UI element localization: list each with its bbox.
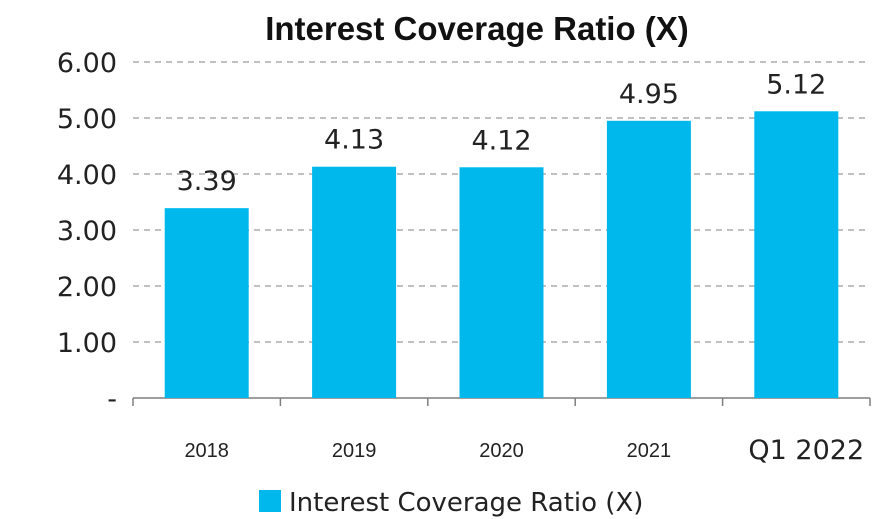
- bar-2020: [459, 167, 544, 398]
- x-tick-label: 2018: [184, 440, 229, 462]
- data-label: 4.12: [471, 125, 531, 156]
- data-label: 4.13: [324, 125, 384, 156]
- x-tick-label: 2020: [479, 440, 524, 462]
- y-tick-label: 3.00: [57, 216, 117, 247]
- data-label: 3.39: [177, 166, 237, 197]
- x-axis: [132, 397, 871, 406]
- x-axis-tick-labels: 2018 2019 2020 2021 Q1 2022: [184, 435, 864, 466]
- bars: [164, 111, 839, 399]
- x-tick-label: 2021: [627, 440, 672, 462]
- bar-2021: [606, 120, 691, 399]
- y-tick-label: 5.00: [57, 104, 117, 135]
- chart-title: Interest Coverage Ratio (X): [265, 10, 689, 47]
- y-tick-label: -: [107, 384, 117, 415]
- legend-label: Interest Coverage Ratio (X): [289, 488, 643, 518]
- data-label: 5.12: [766, 69, 826, 100]
- legend: Interest Coverage Ratio (X): [259, 488, 643, 518]
- y-tick-label: 6.00: [57, 48, 117, 79]
- bar-q1-2022: [754, 111, 839, 398]
- data-labels: 3.39 4.13 4.12 4.95 5.12: [177, 69, 827, 197]
- legend-swatch: [259, 490, 281, 512]
- data-label: 4.95: [619, 79, 679, 110]
- y-tick-label: 2.00: [57, 272, 117, 303]
- y-tick-label: 1.00: [57, 328, 117, 359]
- bar-2019: [312, 166, 397, 398]
- x-tick-label: Q1 2022: [748, 435, 864, 466]
- y-tick-label: 4.00: [57, 160, 117, 191]
- y-axis-tick-labels: - 1.00 2.00 3.00 4.00 5.00 6.00: [57, 48, 117, 415]
- bar-2018: [164, 208, 249, 398]
- x-tick-label: 2019: [332, 440, 377, 462]
